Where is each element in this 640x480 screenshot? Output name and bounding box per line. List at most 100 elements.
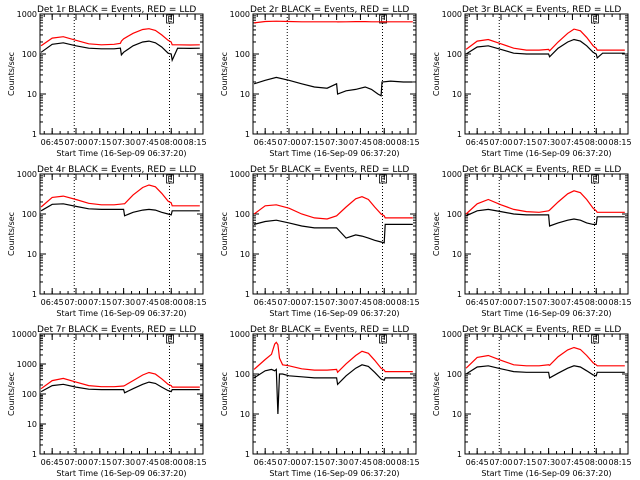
y-tick-label: 100 [22,210,37,219]
y-tick-label: 100 [235,370,250,379]
marker-box [591,14,599,24]
y-axis-label: Counts/sec [7,52,16,96]
y-tick-label: 1000 [230,170,250,179]
series-line-events [253,364,413,415]
x-tick-label: 07:00 [64,298,87,307]
y-tick-label: 1000 [230,10,250,19]
x-tick-label: 07:00 [489,298,512,307]
series-line-events [465,208,625,227]
x-tick-label: 07:30 [537,138,560,147]
y-tick-label: 100 [22,50,37,59]
x-tick-label: 08:00 [160,298,183,307]
x-tick-label: 08:15 [397,298,420,307]
x-axis-label: Start Time (16-Sep-09 06:37:20) [269,309,399,318]
x-tick-label: 08:00 [585,298,608,307]
x-tick-label: 07:45 [136,138,159,147]
y-tick-label: 10 [240,250,250,259]
x-tick-label: 07:45 [349,458,372,467]
x-tick-label: 07:15 [301,298,324,307]
panel-title: Det 2r BLACK = Events, RED = LLD [250,5,409,15]
x-tick-label: 08:15 [397,138,420,147]
plot-frame [252,333,417,455]
marker-box [591,174,599,184]
series-line-lld [465,28,625,52]
y-tick-label: 100 [447,370,462,379]
series-line-events [40,40,200,63]
panel-title: Det 5r BLACK = Events, RED = LLD [250,165,409,175]
x-tick-label: 08:15 [609,138,632,147]
y-tick-label: 1 [457,130,462,139]
plot-frame [39,173,204,295]
y-tick-label: 1 [245,290,250,299]
y-axis-label: Counts/sec [220,372,229,416]
plot-frame [252,173,417,295]
y-tick-label: 1000 [17,360,37,369]
marker-label: E [168,335,173,344]
x-tick-label: 07:45 [136,298,159,307]
x-tick-label: 07:30 [325,458,348,467]
x-axis-label: Start Time (16-Sep-09 06:37:20) [269,149,399,158]
x-tick-label: 07:00 [489,458,512,467]
x-tick-label: 07:30 [325,138,348,147]
x-tick-label: 06:45 [41,458,64,467]
plot-frame [464,173,629,295]
x-tick-label: 07:45 [349,298,372,307]
x-tick-label: 07:45 [349,138,372,147]
y-tick-label: 10 [452,90,462,99]
x-tick-label: 08:00 [585,458,608,467]
x-tick-label: 07:15 [513,458,536,467]
series-line-lld [253,341,413,374]
y-tick-label: 10000 [12,330,37,339]
y-tick-label: 1000 [442,10,462,19]
x-tick-label: 08:15 [609,298,632,307]
x-tick-label: 07:00 [489,138,512,147]
x-tick-label: 08:00 [160,138,183,147]
marker-box [591,334,599,344]
x-tick-label: 08:15 [184,458,207,467]
x-tick-label: 06:45 [466,458,489,467]
y-tick-label: 1 [32,450,37,459]
x-tick-label: 06:45 [41,298,64,307]
y-tick-label: 1 [457,290,462,299]
marker-box [166,14,174,24]
y-tick-label: 1000 [17,170,37,179]
y-tick-label: 10 [27,90,37,99]
series-line-events [465,38,625,59]
x-axis-label: Start Time (16-Sep-09 06:37:20) [269,469,399,478]
y-tick-label: 10 [27,420,37,429]
x-tick-label: 07:00 [277,458,300,467]
x-tick-label: 07:45 [561,458,584,467]
plot-frame [464,333,629,455]
series-line-events [465,365,625,379]
marker-label: E [593,15,598,24]
y-tick-label: 10 [240,410,250,419]
y-axis-label: Counts/sec [432,372,441,416]
x-tick-label: 08:00 [373,458,396,467]
x-tick-label: 07:00 [64,458,87,467]
y-tick-label: 1 [245,130,250,139]
x-tick-label: 07:30 [325,298,348,307]
x-axis-label: Start Time (16-Sep-09 06:37:20) [481,469,611,478]
y-axis-label: Counts/sec [220,212,229,256]
series-line-lld [253,196,413,220]
marker-box [166,334,174,344]
x-axis-label: Start Time (16-Sep-09 06:37:20) [56,469,186,478]
x-tick-label: 06:45 [254,458,277,467]
series-line-lld [40,371,200,390]
marker-label: E [168,175,173,184]
panel-title: Det 7r BLACK = Events, RED = LLD [37,325,196,335]
x-tick-label: 07:15 [513,138,536,147]
y-tick-label: 100 [235,50,250,59]
x-tick-label: 07:00 [64,138,87,147]
series-line-events [253,76,413,97]
x-tick-label: 07:00 [277,298,300,307]
y-tick-label: 10 [240,90,250,99]
y-tick-label: 1000 [17,10,37,19]
y-tick-label: 100 [447,50,462,59]
